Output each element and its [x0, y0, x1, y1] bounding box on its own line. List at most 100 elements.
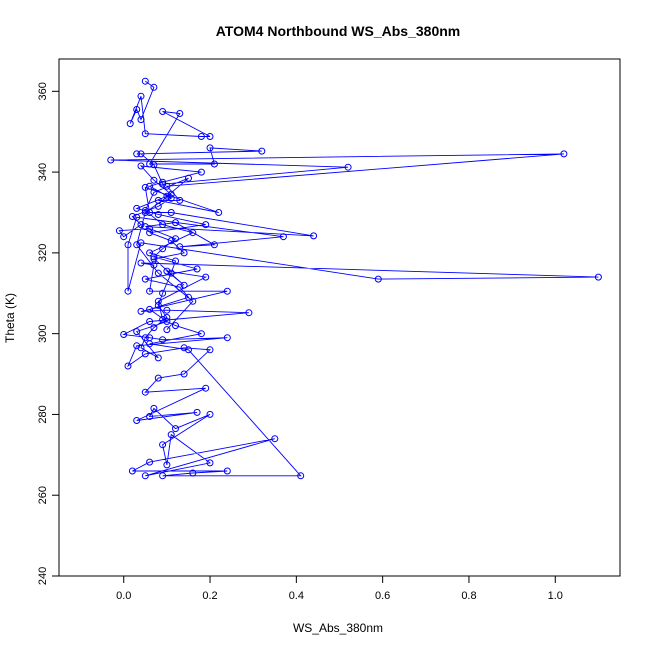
- data-point: [133, 241, 141, 249]
- data-point: [154, 297, 162, 305]
- data-point: [258, 147, 266, 155]
- data-point: [137, 259, 145, 267]
- data-point: [176, 243, 184, 251]
- data-point: [133, 106, 141, 113]
- data-point: [137, 162, 145, 170]
- data-point: [154, 301, 162, 309]
- data-point: [594, 273, 602, 281]
- data-layer: [107, 77, 602, 480]
- data-point: [120, 233, 128, 241]
- data-point: [159, 178, 167, 186]
- data-point: [344, 163, 352, 171]
- data-point: [150, 255, 158, 263]
- data-point: [124, 362, 132, 370]
- data-point: [223, 334, 231, 342]
- data-point: [154, 211, 162, 218]
- x-tick-label: 0.8: [461, 590, 476, 602]
- data-point: [210, 160, 218, 168]
- data-point: [163, 182, 171, 190]
- data-point: [206, 144, 214, 152]
- data-point: [133, 328, 141, 336]
- data-point: [163, 306, 171, 314]
- data-point: [172, 425, 179, 433]
- data-point: [159, 289, 167, 297]
- data-point: [172, 235, 179, 243]
- data-point: [180, 281, 188, 289]
- data-point: [206, 346, 214, 354]
- y-tick-label: 300: [37, 324, 49, 342]
- data-point: [137, 92, 145, 100]
- data-point: [124, 241, 132, 249]
- data-point: [146, 413, 154, 420]
- data-point: [146, 182, 154, 190]
- data-point: [202, 273, 210, 281]
- data-point: [141, 223, 149, 231]
- data-point: [154, 269, 162, 277]
- data-point: [297, 472, 305, 480]
- data-point: [137, 344, 145, 352]
- data-point: [133, 150, 141, 158]
- y-axis-label: Theta (K): [3, 293, 17, 343]
- data-point: [210, 241, 218, 249]
- data-point: [159, 221, 167, 229]
- data-point: [146, 249, 154, 257]
- data-point: [141, 388, 149, 396]
- data-point: [146, 318, 154, 325]
- data-point: [167, 269, 175, 277]
- data-point: [180, 344, 188, 352]
- data-point: [185, 174, 192, 182]
- data-point: [137, 116, 145, 124]
- series-line: [110, 80, 599, 477]
- y-tick-label: 360: [37, 82, 49, 100]
- data-point: [146, 458, 154, 466]
- data-point: [146, 160, 154, 168]
- data-point: [185, 293, 192, 301]
- data-point: [128, 213, 136, 220]
- data-point: [163, 318, 171, 325]
- data-point: [167, 209, 175, 216]
- data-point: [163, 314, 171, 321]
- data-point: [189, 469, 197, 477]
- data-point: [193, 265, 201, 273]
- data-point: [150, 83, 158, 91]
- data-point: [163, 461, 171, 469]
- data-point: [150, 188, 158, 196]
- data-point: [141, 209, 149, 216]
- data-point: [141, 334, 149, 342]
- data-point: [159, 108, 167, 115]
- data-point: [159, 336, 167, 344]
- data-point: [141, 472, 149, 480]
- data-point: [146, 287, 154, 295]
- data-point: [193, 408, 201, 416]
- data-point: [159, 316, 167, 323]
- y-tick-label: 260: [37, 486, 49, 504]
- data-point: [172, 257, 179, 265]
- data-point: [159, 245, 167, 253]
- data-point: [180, 370, 188, 378]
- data-point: [310, 232, 318, 240]
- data-point: [124, 287, 132, 295]
- data-point: [185, 346, 192, 354]
- data-point: [159, 180, 167, 188]
- data-point: [141, 130, 149, 138]
- data-point: [223, 467, 231, 475]
- data-point: [154, 354, 162, 362]
- data-point: [202, 384, 210, 392]
- data-point: [150, 161, 158, 169]
- data-point: [128, 467, 136, 475]
- plot-frame: [58, 58, 621, 577]
- data-point: [167, 190, 175, 198]
- data-point: [245, 309, 253, 317]
- data-point: [176, 283, 184, 291]
- data-point: [141, 183, 149, 191]
- data-point: [146, 225, 154, 233]
- data-point: [163, 326, 171, 334]
- x-tick-label: 1.0: [548, 590, 563, 602]
- data-point: [163, 192, 171, 200]
- y-tick-label: 340: [37, 163, 49, 181]
- data-point: [141, 207, 149, 214]
- data-point: [150, 404, 158, 412]
- data-point: [215, 209, 223, 216]
- data-point: [137, 221, 145, 229]
- data-point: [560, 150, 568, 158]
